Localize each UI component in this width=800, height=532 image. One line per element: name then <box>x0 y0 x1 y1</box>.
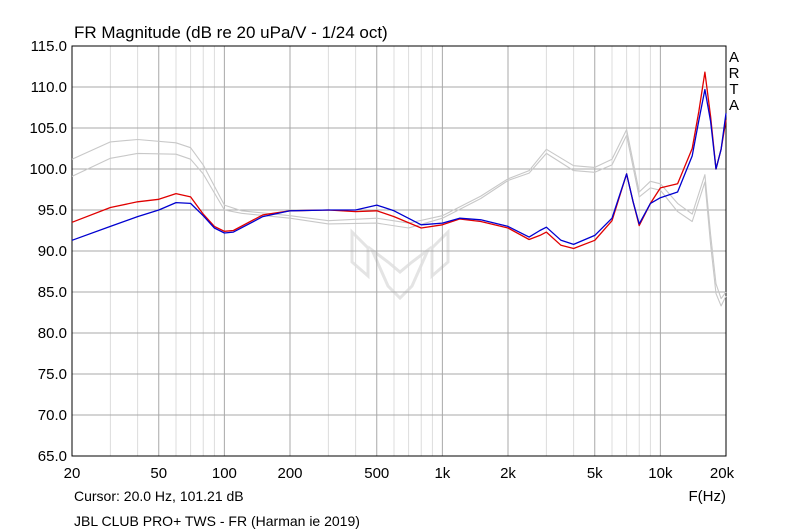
y-tick-label: 100.0 <box>29 161 67 178</box>
chart-caption: JBL CLUB PRO+ TWS - FR (Harman ie 2019) <box>74 513 360 529</box>
y-tick-label: 90.0 <box>38 243 67 260</box>
arta-letter: A <box>729 97 739 114</box>
x-tick-label: 100 <box>212 465 237 482</box>
y-tick-label: 70.0 <box>38 407 67 424</box>
headphone-logo-watermark <box>350 228 450 301</box>
x-tick-label: 1k <box>434 465 450 482</box>
arta-letter: R <box>729 65 740 82</box>
series-line-1 <box>71 129 727 300</box>
x-tick-label: 50 <box>150 465 167 482</box>
series-layer <box>71 71 727 307</box>
y-tick-label: 85.0 <box>38 284 67 301</box>
x-tick-label: 10k <box>648 465 673 482</box>
x-tick-label: 5k <box>587 465 603 482</box>
y-tick-label: 65.0 <box>38 448 67 465</box>
series-line-2 <box>71 134 727 307</box>
y-tick-label: 110.0 <box>31 79 67 96</box>
series-line-4 <box>71 88 727 246</box>
x-tick-label: 2k <box>500 465 516 482</box>
y-tick-label: 75.0 <box>38 366 67 383</box>
y-tick-label: 80.0 <box>38 325 67 342</box>
x-axis-tick-labels: 20 50 100 200 500 1k 2k 5k 10k 20k <box>64 465 735 482</box>
major-gridlines <box>72 46 726 456</box>
arta-letter: A <box>729 49 739 66</box>
x-axis-label: F(Hz) <box>689 488 727 505</box>
cursor-readout: Cursor: 20.0 Hz, 101.21 dB <box>74 488 244 504</box>
arta-letter: T <box>729 81 738 98</box>
y-tick-label: 105.0 <box>29 120 67 137</box>
y-tick-label: 115.0 <box>31 38 67 55</box>
plot-area <box>71 45 727 457</box>
chart-title: FR Magnitude (dB re 20 uPa/V - 1/24 oct) <box>74 23 388 42</box>
x-tick-label: 20 <box>64 465 81 482</box>
x-tick-label: 500 <box>364 465 389 482</box>
x-tick-label: 20k <box>710 465 735 482</box>
y-axis-tick-labels: 65.0 70.0 75.0 80.0 85.0 90.0 95.0 100.0 105.0 11… <box>29 38 67 465</box>
series-line-3 <box>71 71 727 250</box>
x-tick-label: 200 <box>277 465 302 482</box>
y-tick-label: 95.0 <box>38 202 67 219</box>
